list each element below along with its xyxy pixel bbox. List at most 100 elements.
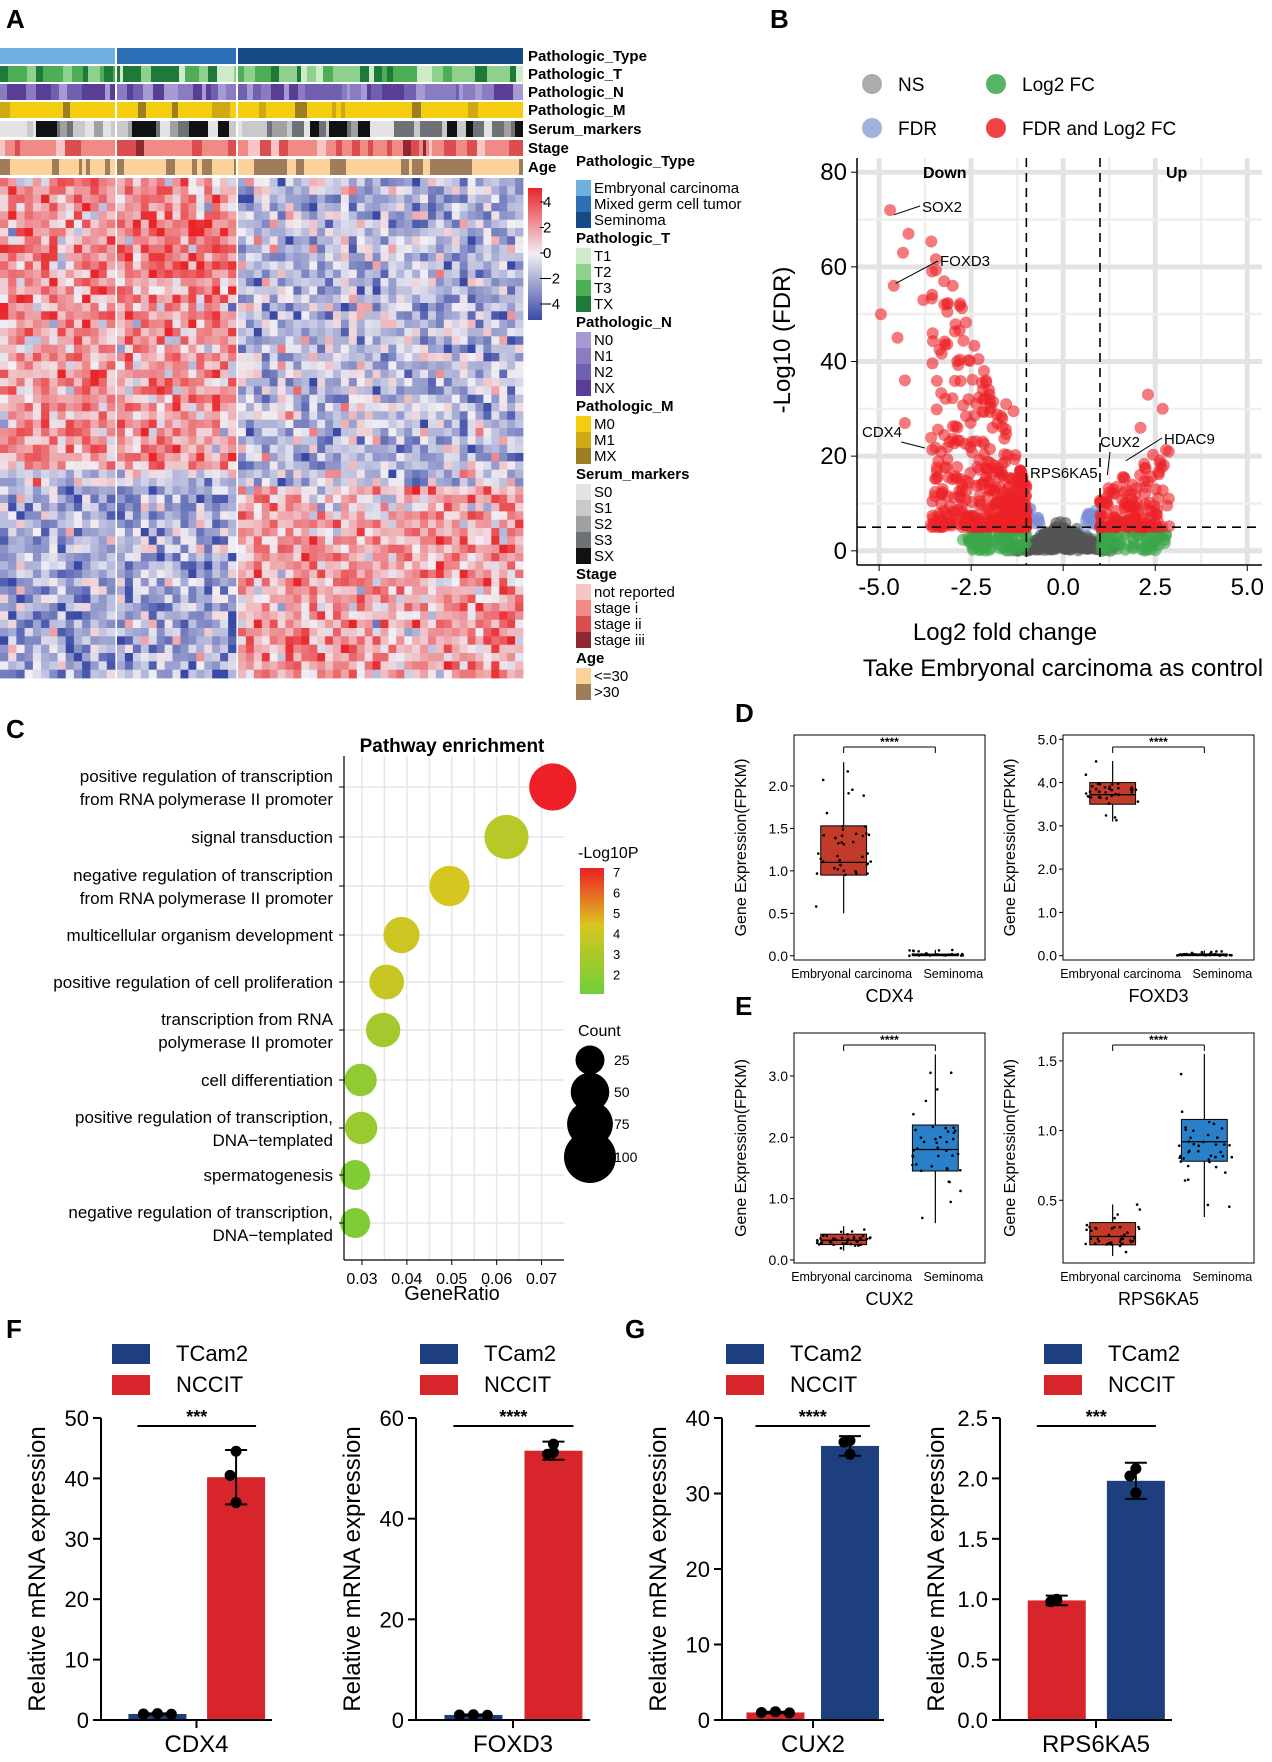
heatmap-cell xyxy=(16,544,25,554)
heatmap-cell xyxy=(364,478,373,487)
heatmap-cell xyxy=(140,619,150,629)
annotation-cell xyxy=(79,84,82,100)
heatmap-cell xyxy=(220,569,229,579)
heatmap-cell xyxy=(356,511,366,520)
heatmap-cell xyxy=(124,578,134,587)
heatmap-cell xyxy=(32,478,42,487)
heatmap-cell xyxy=(451,303,461,312)
heatmap-cell xyxy=(106,644,116,654)
heatmap-cell xyxy=(196,269,205,279)
heatmap-cell xyxy=(269,203,278,212)
heatmap-cell xyxy=(117,369,126,379)
heatmap-cell xyxy=(57,311,67,320)
heatmap-cell xyxy=(467,511,476,520)
heatmap-cell xyxy=(148,311,157,320)
heatmap-cell xyxy=(499,419,508,429)
legend-label: T1 xyxy=(594,248,612,265)
heatmap-cell xyxy=(188,178,197,187)
heatmap-cell xyxy=(301,294,310,304)
heatmap-cell xyxy=(348,578,358,587)
heatmap-cell xyxy=(404,261,413,270)
annotation-cell xyxy=(414,121,420,137)
annotation-cell xyxy=(171,48,175,64)
heatmap-cell xyxy=(140,586,150,595)
heatmap-cell xyxy=(238,494,247,504)
heatmap-cell xyxy=(435,253,445,262)
heatmap-cell xyxy=(90,336,99,345)
heatmap-cell xyxy=(8,494,17,504)
heatmap-cell xyxy=(467,653,476,662)
heatmap-cell xyxy=(245,561,255,570)
heatmap-cell xyxy=(204,178,213,187)
heatmap-cell xyxy=(507,353,516,362)
heatmap-cell xyxy=(98,219,108,229)
heatmap-cell xyxy=(172,411,181,420)
heatmap-cell xyxy=(32,486,42,495)
heatmap-cell xyxy=(412,553,421,562)
heatmap-cell xyxy=(24,186,34,195)
heatmap-cell xyxy=(238,511,247,520)
heatmap-cell xyxy=(82,594,91,604)
heatmap-cell xyxy=(459,211,468,220)
heatmap-cell xyxy=(372,494,381,504)
heatmap-cell xyxy=(356,319,366,329)
heatmap-cell xyxy=(348,319,358,329)
annotation-cell xyxy=(327,102,332,118)
heatmap-cell xyxy=(428,444,437,454)
heatmap-cell xyxy=(317,503,326,512)
heatmap-cell xyxy=(348,344,358,354)
heatmap-cell xyxy=(164,578,173,587)
heatmap-cell xyxy=(41,419,50,429)
heatmap-cell xyxy=(309,611,318,620)
heatmap-cell xyxy=(325,244,334,254)
heatmap-cell xyxy=(220,619,229,629)
heatmap-cell xyxy=(253,253,263,262)
heatmap-cell xyxy=(396,394,405,404)
heatmap-cell xyxy=(475,336,484,345)
heatmap-cell xyxy=(220,236,229,245)
heatmap-cell xyxy=(467,536,476,545)
heatmap-cell xyxy=(388,228,397,237)
heatmap-cell xyxy=(98,561,108,570)
annotation-cell xyxy=(278,102,284,118)
heatmap-cell xyxy=(404,269,413,279)
heatmap-cell xyxy=(333,278,342,287)
heatmap-cell xyxy=(16,236,25,245)
heatmap-cell xyxy=(396,519,405,529)
heatmap-cell xyxy=(333,219,342,229)
heatmap-cell xyxy=(8,486,17,495)
annotation-cell xyxy=(185,66,190,82)
heatmap-cell xyxy=(483,594,492,604)
heatmap-cell xyxy=(388,369,397,379)
heatmap-cell xyxy=(467,669,476,679)
heatmap-cell xyxy=(435,294,445,304)
heatmap-cell xyxy=(435,653,445,662)
heatmap-cell xyxy=(420,519,429,529)
heatmap-cell xyxy=(317,436,326,445)
heatmap-cell xyxy=(148,261,157,270)
heatmap-cell xyxy=(220,361,229,370)
heatmap-cell xyxy=(124,611,134,620)
heatmap-cell xyxy=(98,286,108,295)
heatmap-cell xyxy=(404,203,413,212)
annotation-cell xyxy=(394,84,404,100)
heatmap-cell xyxy=(106,261,116,270)
heatmap-cell xyxy=(333,178,342,187)
heatmap-cell xyxy=(65,628,75,637)
heatmap-cell xyxy=(285,436,294,445)
annotation-cell xyxy=(139,48,149,64)
heatmap-cell xyxy=(309,319,318,329)
annotation-cell xyxy=(253,84,261,100)
heatmap-cell xyxy=(180,336,189,345)
heatmap-cell xyxy=(98,378,108,387)
heatmap-cell xyxy=(196,511,205,520)
heatmap-cell xyxy=(156,378,165,387)
heatmap-cell xyxy=(24,661,34,670)
heatmap-cell xyxy=(204,261,213,270)
heatmap-cell xyxy=(124,294,134,304)
heatmap-cell xyxy=(507,294,516,304)
heatmap-cell xyxy=(333,411,342,420)
heatmap-cell xyxy=(0,236,9,245)
heatmap-cell xyxy=(412,428,421,437)
heatmap-cell xyxy=(212,294,221,304)
